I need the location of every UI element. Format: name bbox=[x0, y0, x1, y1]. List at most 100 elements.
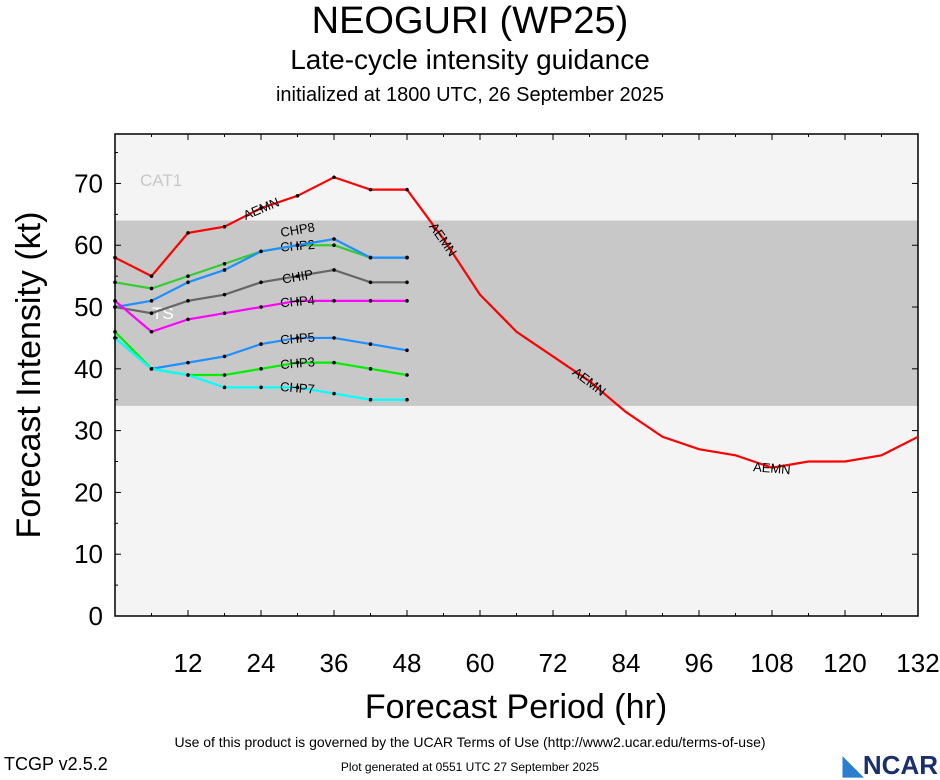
data-point bbox=[405, 280, 409, 285]
data-point bbox=[368, 397, 373, 402]
data-point bbox=[295, 274, 300, 278]
data-point bbox=[259, 385, 263, 390]
data-point bbox=[295, 360, 300, 365]
generated-text: Plot generated at 0551 UTC 27 September … bbox=[340, 760, 600, 774]
series-label-chp3: CHP3 bbox=[280, 354, 316, 372]
data-point bbox=[149, 274, 154, 278]
y-tick-label: 0 bbox=[89, 601, 103, 631]
data-point bbox=[332, 360, 336, 365]
data-point bbox=[186, 373, 190, 377]
data-point bbox=[368, 299, 373, 303]
series-label-chp7: CHP7 bbox=[280, 379, 316, 397]
version-text: TCGP v2.5.2 bbox=[4, 754, 108, 774]
x-tick-label: 132 bbox=[896, 648, 939, 678]
y-tick-label: 30 bbox=[74, 416, 103, 446]
series-label-chp8: CHP8 bbox=[279, 219, 316, 240]
data-point bbox=[259, 367, 263, 371]
series-label-chp4: CHP4 bbox=[280, 292, 316, 310]
data-point bbox=[405, 373, 409, 377]
x-tick-label: 108 bbox=[750, 648, 793, 678]
data-point bbox=[222, 373, 227, 377]
data-point bbox=[259, 305, 263, 309]
init-time: initialized at 1800 UTC, 26 September 20… bbox=[275, 84, 664, 106]
band-label-ts: TS bbox=[152, 304, 174, 323]
series-line-aemn bbox=[114, 176, 919, 469]
band-label-cat1: CAT1 bbox=[140, 171, 182, 190]
data-point bbox=[368, 280, 373, 285]
data-point bbox=[332, 175, 336, 180]
data-point bbox=[295, 299, 300, 303]
y-axis-label: Forecast Intensity (kt) bbox=[10, 212, 48, 539]
data-point bbox=[295, 243, 300, 248]
data-point bbox=[405, 299, 409, 303]
data-point bbox=[222, 354, 227, 359]
data-point bbox=[149, 367, 154, 371]
data-point bbox=[295, 193, 300, 198]
x-tick-label: 48 bbox=[393, 648, 422, 678]
data-point bbox=[149, 299, 154, 303]
y-tick-label: 70 bbox=[74, 168, 103, 198]
series-label-chp5: CHP5 bbox=[280, 329, 316, 347]
data-point bbox=[186, 274, 190, 278]
x-tick-label: 12 bbox=[174, 648, 203, 678]
data-point bbox=[113, 305, 117, 309]
data-point bbox=[405, 397, 409, 402]
data-point bbox=[332, 237, 336, 241]
data-point bbox=[222, 311, 227, 316]
band-ts bbox=[115, 220, 918, 406]
data-point bbox=[405, 348, 409, 353]
data-point bbox=[222, 224, 227, 229]
data-point bbox=[332, 391, 336, 396]
data-point bbox=[186, 299, 190, 303]
data-point bbox=[186, 317, 190, 322]
data-point bbox=[149, 329, 154, 334]
terms-text: Use of this product is governed by the U… bbox=[174, 734, 766, 750]
data-point bbox=[332, 299, 336, 303]
data-point bbox=[113, 255, 117, 260]
data-point bbox=[113, 336, 117, 340]
chart-title: NEOGURI (WP25) bbox=[311, 0, 629, 42]
data-point bbox=[295, 385, 300, 390]
data-point bbox=[113, 329, 117, 334]
chart-subtitle: Late-cycle intensity guidance bbox=[290, 44, 650, 75]
data-point bbox=[368, 187, 373, 192]
x-axis-label: Forecast Period (hr) bbox=[365, 688, 667, 726]
data-point bbox=[259, 342, 263, 346]
x-tick-label: 84 bbox=[612, 648, 641, 678]
series-label-chip: CHIP bbox=[281, 267, 314, 287]
data-point bbox=[113, 299, 117, 303]
data-point bbox=[186, 360, 190, 365]
data-point bbox=[259, 249, 263, 254]
y-tick-label: 10 bbox=[74, 539, 103, 569]
data-point bbox=[222, 385, 227, 390]
data-point bbox=[405, 255, 409, 260]
data-point bbox=[332, 243, 336, 248]
x-tick-label: 24 bbox=[247, 648, 276, 678]
data-point bbox=[186, 280, 190, 285]
data-point bbox=[332, 268, 336, 272]
x-tick-label: 60 bbox=[466, 648, 495, 678]
data-point bbox=[405, 187, 409, 192]
y-tick-label: 40 bbox=[74, 354, 103, 384]
data-point bbox=[149, 286, 154, 291]
y-tick-label: 50 bbox=[74, 292, 103, 322]
data-point bbox=[222, 268, 227, 272]
data-point bbox=[295, 336, 300, 340]
data-point bbox=[186, 231, 190, 235]
data-point bbox=[259, 280, 263, 285]
x-tick-label: 96 bbox=[685, 648, 714, 678]
data-point bbox=[368, 342, 373, 346]
data-point bbox=[332, 336, 336, 340]
data-point bbox=[113, 280, 117, 285]
y-tick-label: 20 bbox=[74, 477, 103, 507]
x-tick-label: 36 bbox=[320, 648, 349, 678]
data-point bbox=[368, 367, 373, 371]
data-point bbox=[222, 261, 227, 266]
x-tick-label: 72 bbox=[539, 648, 568, 678]
data-point bbox=[149, 311, 154, 316]
x-tick-label: 120 bbox=[823, 648, 866, 678]
data-point bbox=[222, 292, 227, 297]
y-tick-label: 60 bbox=[74, 230, 103, 260]
